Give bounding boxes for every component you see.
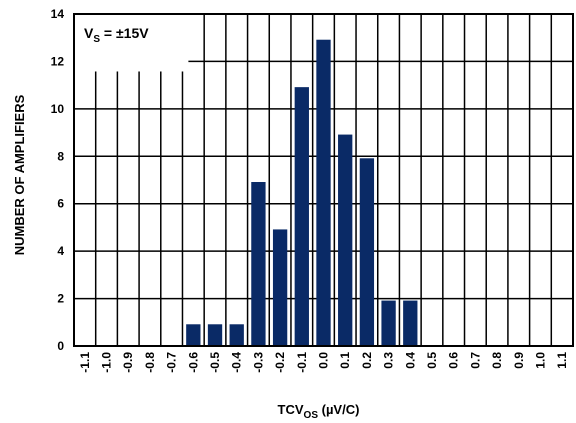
x-tick-label: 0.1 (338, 352, 352, 369)
y-tick-label: 6 (57, 197, 64, 211)
x-axis-title-main: TCV (278, 402, 304, 417)
x-tick-label: -0.7 (165, 352, 179, 373)
y-axis-title: NUMBER OF AMPLIFIERS (12, 94, 27, 255)
x-tick-label: -0.4 (230, 352, 244, 373)
x-tick-label: -0.9 (121, 352, 135, 373)
x-tick-label: -0.6 (186, 352, 200, 373)
bar (316, 39, 331, 346)
y-tick-label: 8 (57, 149, 64, 163)
x-tick-label: 0.3 (382, 352, 396, 369)
y-tick-label: 10 (51, 102, 65, 116)
x-axis-title-unit: (µV/C) (318, 402, 359, 417)
x-tick-label: -0.2 (273, 352, 287, 373)
x-tick-label: 0.9 (512, 352, 526, 369)
x-tick-label: 0.8 (490, 352, 504, 369)
x-tick-label: 0.0 (317, 352, 331, 369)
annotation-background (75, 15, 189, 72)
supply-voltage-annotation: VS = ±15V (75, 15, 189, 72)
bar (403, 300, 418, 346)
x-tick-label: 1.0 (533, 352, 547, 369)
bar (186, 324, 201, 346)
x-tick-label: 0.2 (360, 352, 374, 369)
x-tick-label: -0.5 (208, 352, 222, 373)
bar (381, 300, 396, 346)
x-tick-label: -0.8 (143, 352, 157, 373)
y-tick-label: 4 (57, 244, 64, 258)
plot-frame (73, 13, 574, 347)
annotation-rest: = ±15V (100, 25, 149, 41)
x-tick-label: -0.1 (295, 352, 309, 373)
x-tick-label: 0.6 (447, 352, 461, 369)
bar (251, 182, 266, 346)
bar (294, 87, 309, 347)
x-axis-title: TCVOS (µV/C) (278, 402, 360, 421)
x-tick-labels: -1.1 -1.0 -0.9 -0.8 -0.7 -0.6 -0.5 -0.4 -0.3 -0.2… (78, 352, 569, 373)
y-tick-label: 0 (57, 339, 64, 353)
annotation-main: V (84, 25, 94, 41)
y-tick-labels: 0 2 4 6 8 10 12 14 (51, 7, 65, 353)
y-tick-label: 2 (57, 292, 64, 306)
x-tick-label: 1.1 (555, 352, 569, 369)
annotation-text: VS = ±15V (84, 25, 149, 45)
bars (186, 39, 418, 347)
bar (272, 229, 288, 346)
y-tick-label: 12 (51, 54, 65, 68)
bar (338, 134, 353, 346)
x-tick-label: 0.4 (403, 352, 417, 369)
x-tick-label: 0.7 (468, 352, 482, 369)
annotation-sub: S (93, 34, 100, 45)
x-tick-label: -0.3 (251, 352, 265, 373)
bar (359, 158, 375, 346)
bar (229, 324, 244, 346)
x-axis-title-sub: OS (304, 410, 319, 421)
x-tick-label: -1.1 (78, 352, 92, 373)
x-tick-label: 0.5 (425, 352, 439, 369)
x-tick-label: -1.0 (100, 352, 114, 373)
y-tick-label: 14 (51, 7, 65, 21)
bar (207, 324, 223, 346)
